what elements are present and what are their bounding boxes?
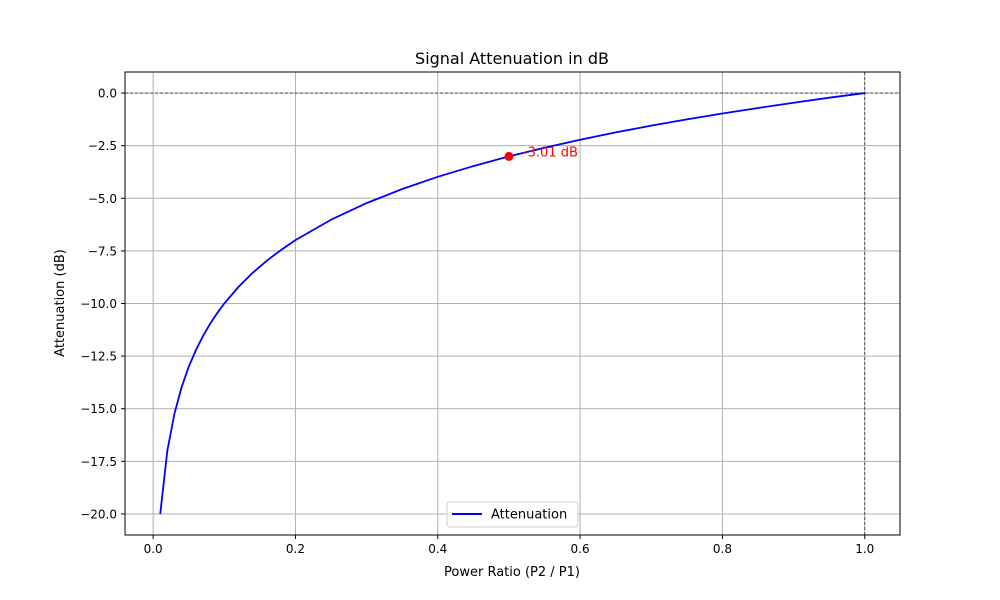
legend: Attenuation bbox=[446, 501, 579, 528]
annotation-label: -3.01 dB bbox=[523, 145, 578, 160]
series-layer bbox=[159, 92, 865, 515]
x-tick-label: 0.6 bbox=[571, 542, 590, 556]
legend-box bbox=[446, 501, 579, 528]
y-tick-label: −15.0 bbox=[80, 402, 117, 416]
x-tick-label: 1.0 bbox=[855, 542, 874, 556]
y-tick-label: −20.0 bbox=[80, 507, 117, 521]
y-tick-label: −2.5 bbox=[88, 139, 117, 153]
legend-label-attenuation: Attenuation bbox=[491, 508, 567, 523]
reference-lines bbox=[125, 72, 900, 535]
y-tick-label: −10.0 bbox=[80, 297, 117, 311]
x-tick-label: 0.2 bbox=[286, 542, 305, 556]
x-tick-label: 0.0 bbox=[144, 542, 163, 556]
x-axis-title: Power Ratio (P2 / P1) bbox=[444, 565, 580, 580]
y-tick-label: 0.0 bbox=[98, 87, 117, 101]
annotation: -3.01 dB bbox=[504, 145, 578, 161]
y-tick-label: −17.5 bbox=[80, 455, 117, 469]
y-axis-title: Attenuation (dB) bbox=[53, 249, 68, 357]
ticks: 0.0 0.2 0.4 0.6 0.8 1.0 0.0 −2.5 −5.0 −7.5 −10.0 −1… bbox=[80, 87, 874, 556]
series-line-attenuation bbox=[159, 92, 865, 515]
y-tick-label: −7.5 bbox=[88, 244, 117, 258]
annotation-point bbox=[504, 151, 514, 161]
x-tick-label: 0.8 bbox=[713, 542, 732, 556]
x-tick-label: 0.4 bbox=[428, 542, 447, 556]
chart-title: Signal Attenuation in dB bbox=[415, 49, 609, 68]
y-tick-label: −12.5 bbox=[80, 350, 117, 364]
y-tick-label: −5.0 bbox=[88, 192, 117, 206]
